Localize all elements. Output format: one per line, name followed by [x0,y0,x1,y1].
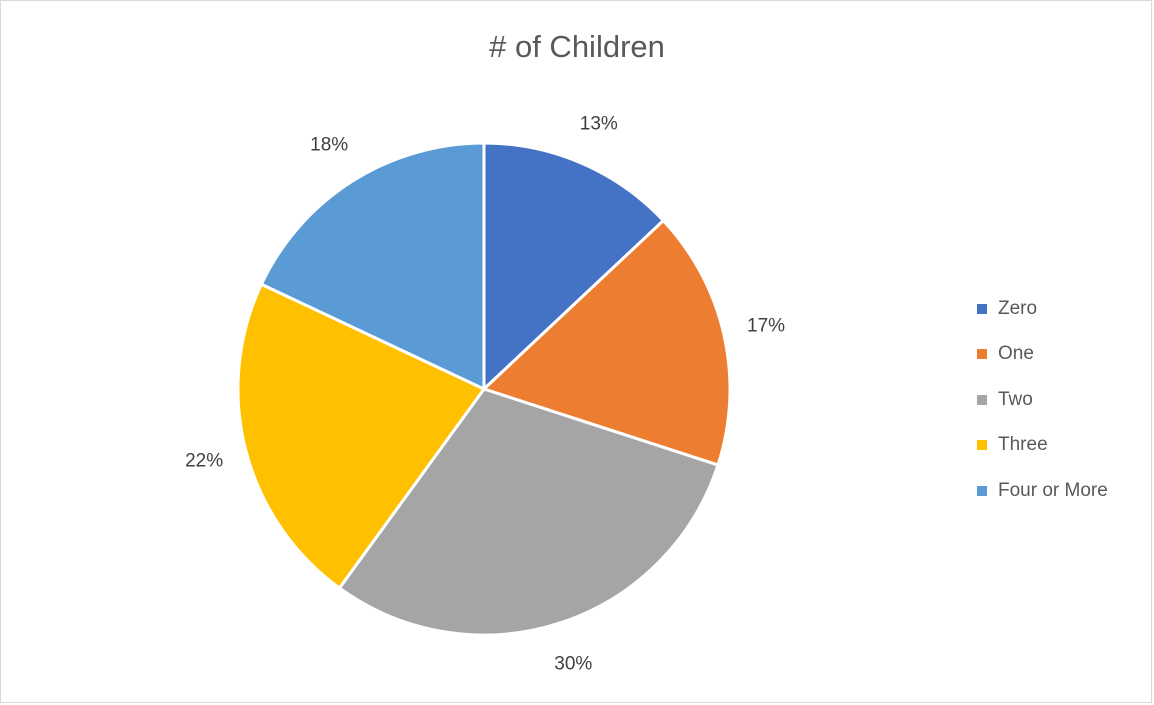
legend-swatch [977,394,987,405]
legend-item-zero: Zero [977,286,1108,332]
data-label: 17% [747,315,785,336]
data-label: 30% [554,653,592,674]
legend-label: Three [998,434,1048,456]
pie-slice-four-or-more [259,141,486,392]
data-label: 18% [310,134,348,155]
chart-title: # of Children [489,29,665,64]
legend-item-four-or-more: Four or More [977,468,1108,514]
legend-label: Zero [998,297,1038,319]
data-label: 13% [580,113,618,134]
legend-label: Two [998,388,1033,410]
pie-slice-two [337,387,720,637]
pie-slice-zero [482,141,666,393]
legend-item-one: One [977,332,1108,378]
pie-slice-one [481,218,732,467]
legend-swatch [977,349,987,360]
legend-swatch [977,440,987,451]
legend-swatch [977,485,987,496]
legend: Zero One Two Three Four or More [977,286,1108,514]
legend-label: Four or More [998,479,1108,501]
legend-item-two: Two [977,377,1108,423]
data-label: 22% [185,450,223,471]
legend-item-three: Three [977,423,1108,469]
legend-swatch [977,303,987,314]
legend-label: One [998,343,1034,365]
